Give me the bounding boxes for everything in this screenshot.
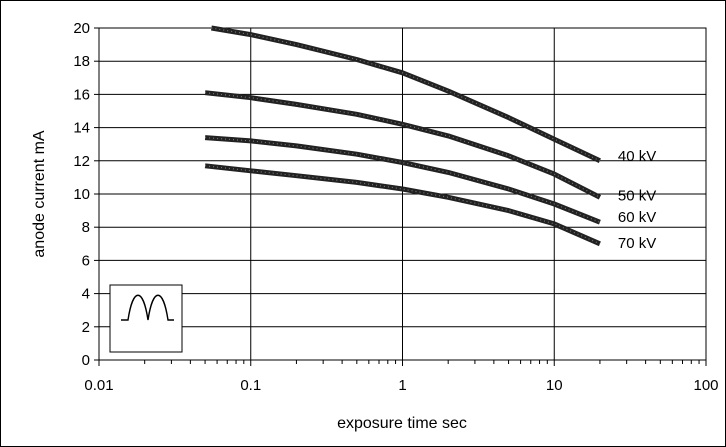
y-tick-label: 8 [82, 219, 90, 236]
series-label-70-kv: 70 kV [618, 235, 656, 252]
x-axis-ticks: 0.01 0.1 1 10 100 [84, 360, 719, 394]
waveform-inset-box [109, 284, 183, 353]
y-tick-label: 16 [73, 86, 90, 103]
series-texture-60-kv [205, 137, 601, 223]
series-texture-40-kv [211, 27, 601, 162]
y-axis-ticks: 0 2 4 6 8 10 12 14 16 18 20 [73, 20, 99, 369]
y-tick-label: 18 [73, 53, 90, 70]
x-tick-label: 0.01 [84, 377, 113, 394]
y-tick-label: 14 [73, 120, 90, 137]
y-tick-label: 10 [73, 186, 90, 203]
y-tick-label: 6 [82, 252, 90, 269]
series-label-40-kv: 40 kV [618, 148, 656, 165]
y-tick-label: 0 [82, 352, 90, 369]
x-axis-label: exposure time sec [337, 415, 467, 432]
series-label-60-kv: 60 kV [618, 209, 656, 226]
x-tick-label: 10 [546, 377, 563, 394]
series-group [204, 25, 602, 247]
waveform-inset [109, 284, 183, 353]
x-tick-label: 0.1 [240, 377, 261, 394]
series-line-70-kv [204, 163, 601, 247]
y-tick-label: 12 [73, 153, 90, 170]
series-labels: 40 kV 50 kV 60 kV 70 kV [618, 148, 656, 252]
series-texture-50-kv [205, 92, 601, 198]
x-tick-label: 100 [693, 377, 718, 394]
y-tick-label: 20 [73, 20, 90, 37]
y-tick-label: 4 [82, 286, 90, 303]
y-tick-label: 2 [82, 319, 90, 336]
double-hump-waveform-icon [121, 294, 174, 321]
y-axis-label: anode current mA [31, 130, 48, 258]
x-tick-label: 1 [398, 377, 406, 394]
series-label-50-kv: 50 kV [618, 187, 656, 204]
